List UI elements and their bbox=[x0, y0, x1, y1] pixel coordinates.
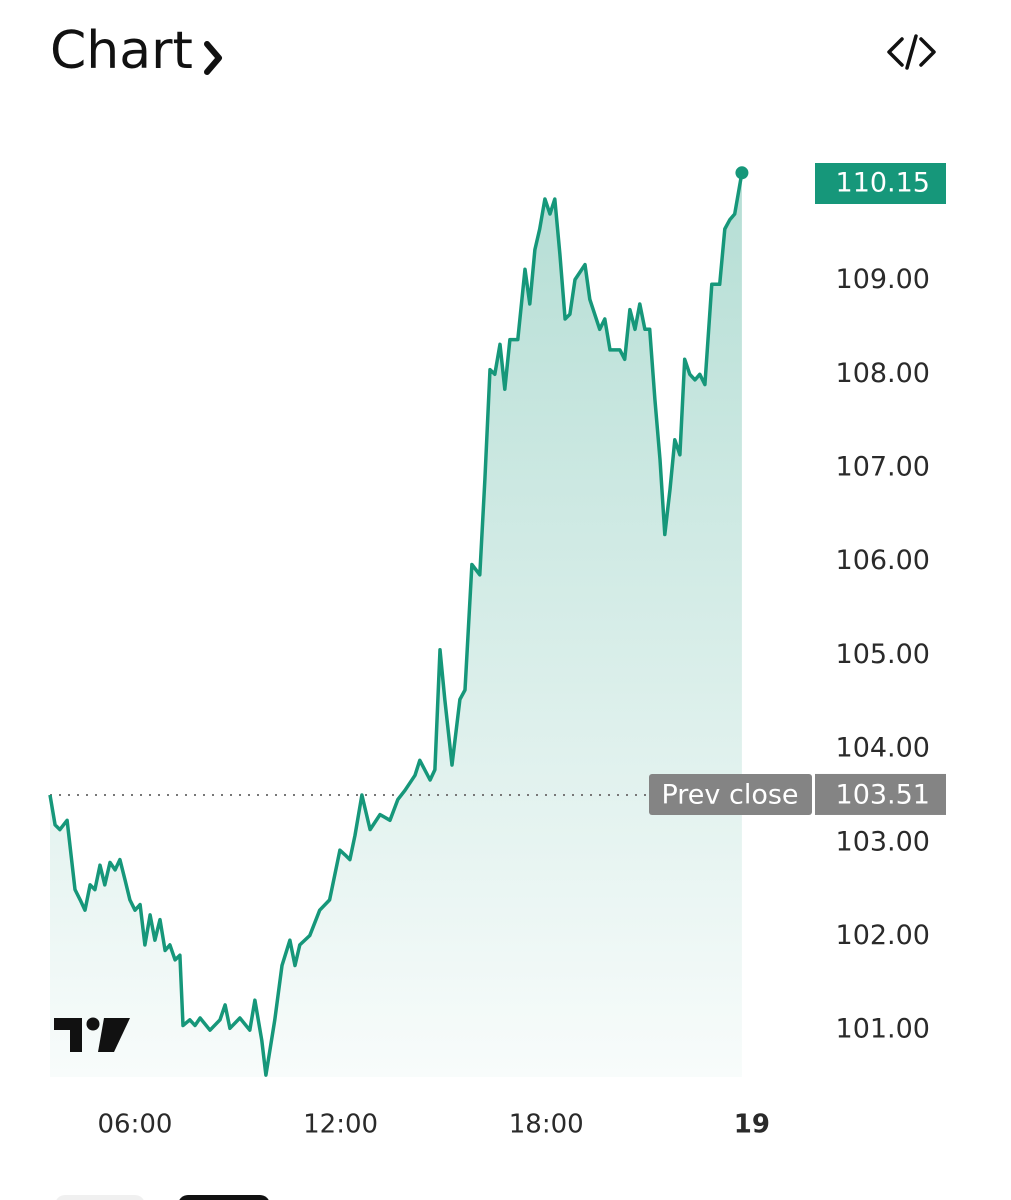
x-tick-label: 18:00 bbox=[509, 1110, 584, 1140]
x-tick-label: 06:00 bbox=[98, 1110, 173, 1140]
y-tick-label: 107.00 bbox=[836, 451, 930, 482]
area-fill bbox=[50, 172, 742, 1078]
x-tick-label: 19 bbox=[734, 1110, 770, 1140]
prev-close-value-badge bbox=[815, 773, 946, 815]
bottom-buttons[interactable] bbox=[55, 1195, 270, 1200]
title-chevron[interactable] bbox=[204, 41, 222, 75]
y-tick-label: 104.00 bbox=[836, 733, 930, 764]
prev-close-badge bbox=[649, 773, 812, 815]
y-tick-label: 106.00 bbox=[836, 545, 930, 576]
y-tick-label: 101.00 bbox=[836, 1014, 930, 1045]
y-tick-label: 109.00 bbox=[836, 264, 930, 295]
x-tick-label: 12:00 bbox=[303, 1110, 378, 1140]
price-line bbox=[48, 172, 744, 1077]
last-price-badge bbox=[815, 163, 946, 204]
last-point bbox=[735, 166, 749, 180]
range-button-active[interactable] bbox=[178, 1195, 270, 1200]
tradingview-logo bbox=[54, 1017, 130, 1052]
y-tick-label: 108.00 bbox=[836, 358, 930, 389]
embed-icon[interactable] bbox=[887, 34, 936, 70]
y-tick-label: 103.00 bbox=[836, 826, 930, 857]
y-tick-label: 105.00 bbox=[836, 639, 930, 670]
last-price-label: 110.15 bbox=[836, 168, 930, 199]
y-tick-label: 102.00 bbox=[836, 920, 930, 951]
range-button[interactable] bbox=[55, 1195, 145, 1200]
prev-close-label: Prev close bbox=[661, 779, 798, 810]
prev-close-value: 103.51 bbox=[836, 779, 930, 810]
chart-title[interactable]: Chart bbox=[50, 21, 193, 81]
plot-area: 101.00 102.00 103.00 104.00 105.00 106.00 107.… bbox=[48, 163, 946, 1140]
